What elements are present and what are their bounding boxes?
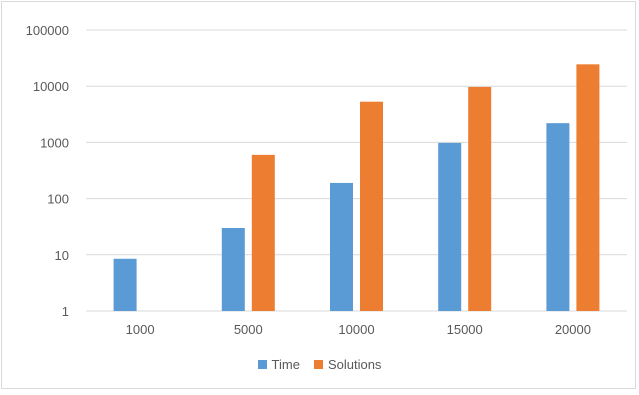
bar-solutions-10000 bbox=[360, 101, 383, 311]
legend: Time Solutions bbox=[0, 357, 639, 372]
legend-item-solutions: Solutions bbox=[313, 357, 382, 372]
legend-label-solutions: Solutions bbox=[327, 357, 382, 372]
x-tick-label: 5000 bbox=[234, 322, 263, 337]
bars bbox=[113, 64, 600, 312]
y-tick-label: 10000 bbox=[33, 79, 69, 94]
bar-solutions-5000 bbox=[251, 154, 275, 311]
bar-chart: 1 10 100 1000 10000 100000 1000 5000 10000 15000… bbox=[26, 23, 627, 337]
y-tick-label: 100000 bbox=[26, 23, 69, 38]
legend-swatch-solutions bbox=[313, 360, 323, 369]
y-axis-ticks: 1 10 100 1000 10000 100000 bbox=[26, 23, 69, 319]
x-tick-label: 1000 bbox=[126, 322, 155, 337]
x-tick-label: 10000 bbox=[338, 322, 374, 337]
gridlines bbox=[86, 29, 627, 312]
y-tick-label: 10 bbox=[55, 248, 69, 263]
bar-time-10000 bbox=[330, 182, 353, 311]
x-tick-label: 20000 bbox=[555, 322, 591, 337]
legend-item-time: Time bbox=[257, 357, 300, 372]
y-tick-label: 100 bbox=[47, 192, 69, 207]
x-tick-label: 15000 bbox=[447, 322, 483, 337]
legend-swatch-time bbox=[257, 360, 267, 369]
y-tick-label: 1000 bbox=[40, 135, 69, 150]
legend-label-time: Time bbox=[271, 357, 300, 372]
bar-time-15000 bbox=[438, 142, 462, 311]
bar-time-20000 bbox=[546, 123, 570, 311]
bar-time-5000 bbox=[221, 227, 245, 311]
chart-area: 1 10 100 1000 10000 100000 1000 5000 10000 15000… bbox=[1, 1, 636, 389]
bar-solutions-15000 bbox=[468, 86, 492, 312]
x-axis-ticks: 1000 5000 10000 15000 20000 bbox=[126, 322, 591, 337]
bar-time-1000 bbox=[113, 258, 137, 311]
y-tick-label: 1 bbox=[62, 304, 69, 319]
bar-solutions-20000 bbox=[576, 64, 600, 312]
